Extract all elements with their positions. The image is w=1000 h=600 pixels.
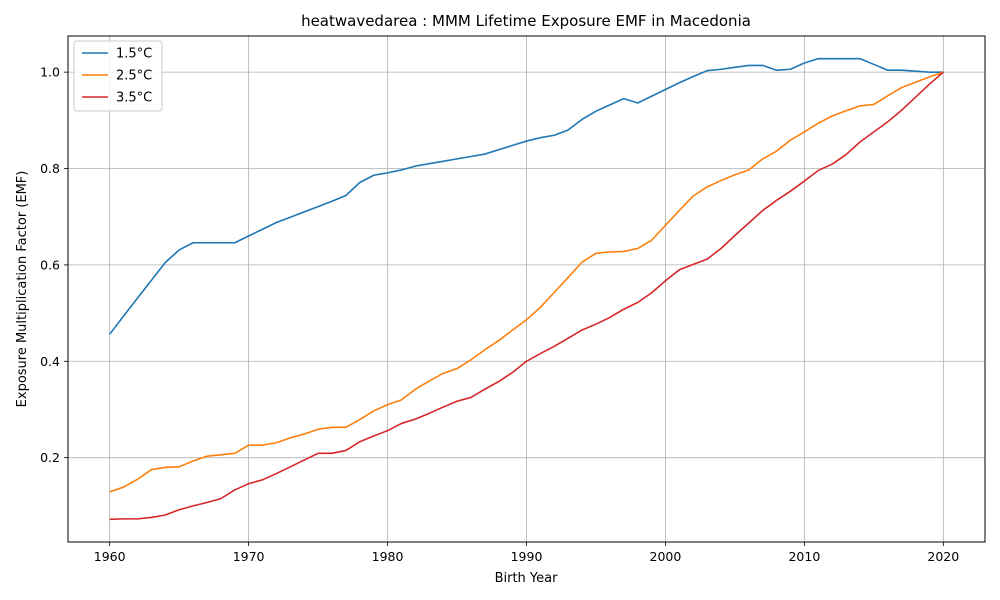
x-tick-label: 1990 bbox=[511, 549, 543, 564]
series-line-35c bbox=[109, 71, 944, 521]
series-line-15c bbox=[109, 57, 944, 335]
x-tick-label: 2000 bbox=[650, 549, 682, 564]
x-tick-label: 2010 bbox=[788, 549, 820, 564]
y-tick-label: 0.8 bbox=[40, 161, 60, 176]
y-tick-label: 1.0 bbox=[40, 65, 60, 80]
grid bbox=[68, 36, 985, 542]
series-line-25c bbox=[109, 71, 944, 493]
y-axis-ticks: 0.2 0.4 0.6 0.8 1.0 bbox=[40, 65, 68, 465]
x-tick-label: 2020 bbox=[927, 549, 959, 564]
y-tick-label: 0.4 bbox=[40, 354, 60, 369]
legend-label-2-5c: 2.5°C bbox=[116, 69, 152, 84]
x-axis-ticks: 1960 1970 1980 1990 2000 2010 2020 bbox=[94, 542, 959, 564]
legend-label-1-5c: 1.5°C bbox=[116, 47, 152, 62]
x-tick-label: 1980 bbox=[372, 549, 404, 564]
legend-box bbox=[73, 40, 163, 112]
y-tick-label: 0.2 bbox=[40, 450, 60, 465]
y-axis-label: Exposure Multiplication Factor (EMF) bbox=[15, 171, 30, 408]
series-lines bbox=[109, 57, 944, 521]
legend-label-3-5c: 3.5°C bbox=[116, 91, 152, 106]
chart-title: heatwavedarea : MMM Lifetime Exposure EM… bbox=[301, 12, 751, 30]
legend: 1.5°C 2.5°C 3.5°C bbox=[73, 40, 163, 112]
x-tick-label: 1970 bbox=[233, 549, 265, 564]
y-tick-label: 0.6 bbox=[40, 257, 60, 272]
x-axis-label: Birth Year bbox=[495, 571, 559, 586]
x-tick-label: 1960 bbox=[94, 549, 126, 564]
